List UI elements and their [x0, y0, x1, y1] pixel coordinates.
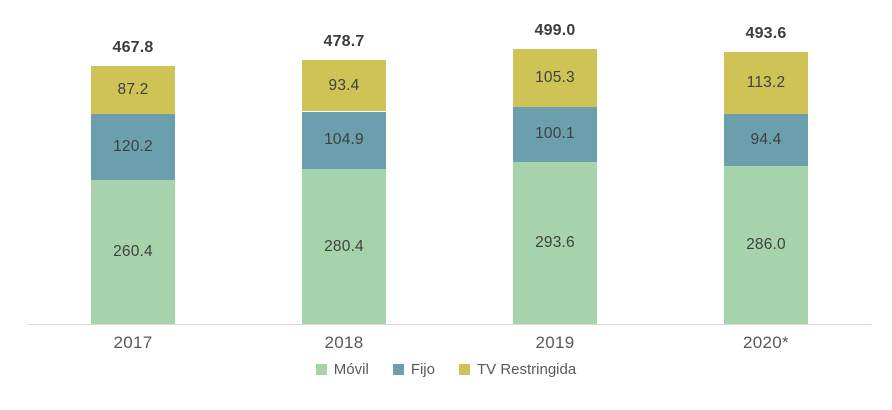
- bar-segment-móvil: 280.4: [302, 169, 386, 324]
- segment-value-label: 286.0: [746, 236, 786, 254]
- bar-segment-tv-restringida: 87.2: [91, 66, 175, 115]
- legend-swatch-movil: [315, 364, 327, 375]
- chart-legend: Móvil Fijo TV Restringida: [0, 361, 892, 378]
- x-axis-label-2017: 2017: [113, 333, 153, 352]
- bar-segment-tv-restringida: 93.4: [302, 59, 386, 112]
- legend-label-tv-restringida: TV Restringida: [476, 361, 577, 378]
- x-axis-label-2018: 2018: [324, 333, 364, 352]
- segment-value-label: 104.9: [324, 131, 364, 149]
- legend-item-fijo: Fijo: [392, 361, 435, 378]
- legend-swatch-tv-restringida: [458, 364, 470, 375]
- segment-value-label: 260.4: [113, 243, 153, 261]
- segment-value-label: 105.3: [535, 68, 575, 86]
- total-label: 467.8: [112, 39, 154, 56]
- bar-segment-móvil: 293.6: [513, 162, 597, 324]
- segment-value-label: 87.2: [117, 81, 149, 99]
- segment-value-label: 100.1: [535, 125, 575, 143]
- segment-value-label: 94.4: [750, 131, 782, 149]
- segment-value-label: 120.2: [113, 138, 153, 156]
- bar-segment-móvil: 286.0: [724, 166, 808, 324]
- legend-swatch-fijo: [392, 364, 404, 375]
- bar-segment-fijo: 94.4: [724, 114, 808, 167]
- total-label: 499.0: [534, 21, 576, 39]
- x-axis-label-2020: 2020*: [743, 333, 789, 352]
- legend-label-fijo: Fijo: [410, 361, 435, 378]
- bar-segment-fijo: 104.9: [302, 111, 386, 170]
- legend-label-movil: Móvil: [333, 361, 369, 378]
- bar-segment-fijo: 100.1: [513, 106, 597, 163]
- legend-item-tv-restringida: TV Restringida: [458, 361, 577, 378]
- x-axis-line: [28, 324, 871, 325]
- total-label: 493.6: [745, 24, 787, 42]
- total-label: 478.7: [323, 32, 365, 50]
- bar-segment-tv-restringida: 113.2: [724, 51, 808, 115]
- segment-value-label: 293.6: [535, 234, 575, 252]
- segment-value-label: 280.4: [324, 237, 364, 255]
- bar-segment-tv-restringida: 105.3: [513, 48, 597, 107]
- bar-segment-fijo: 120.2: [91, 114, 175, 181]
- x-axis-label-2019: 2019: [535, 333, 575, 352]
- legend-item-movil: Móvil: [315, 361, 369, 378]
- bar-segment-móvil: 260.4: [91, 180, 175, 324]
- segment-value-label: 113.2: [746, 73, 786, 91]
- segment-value-label: 93.4: [328, 76, 360, 94]
